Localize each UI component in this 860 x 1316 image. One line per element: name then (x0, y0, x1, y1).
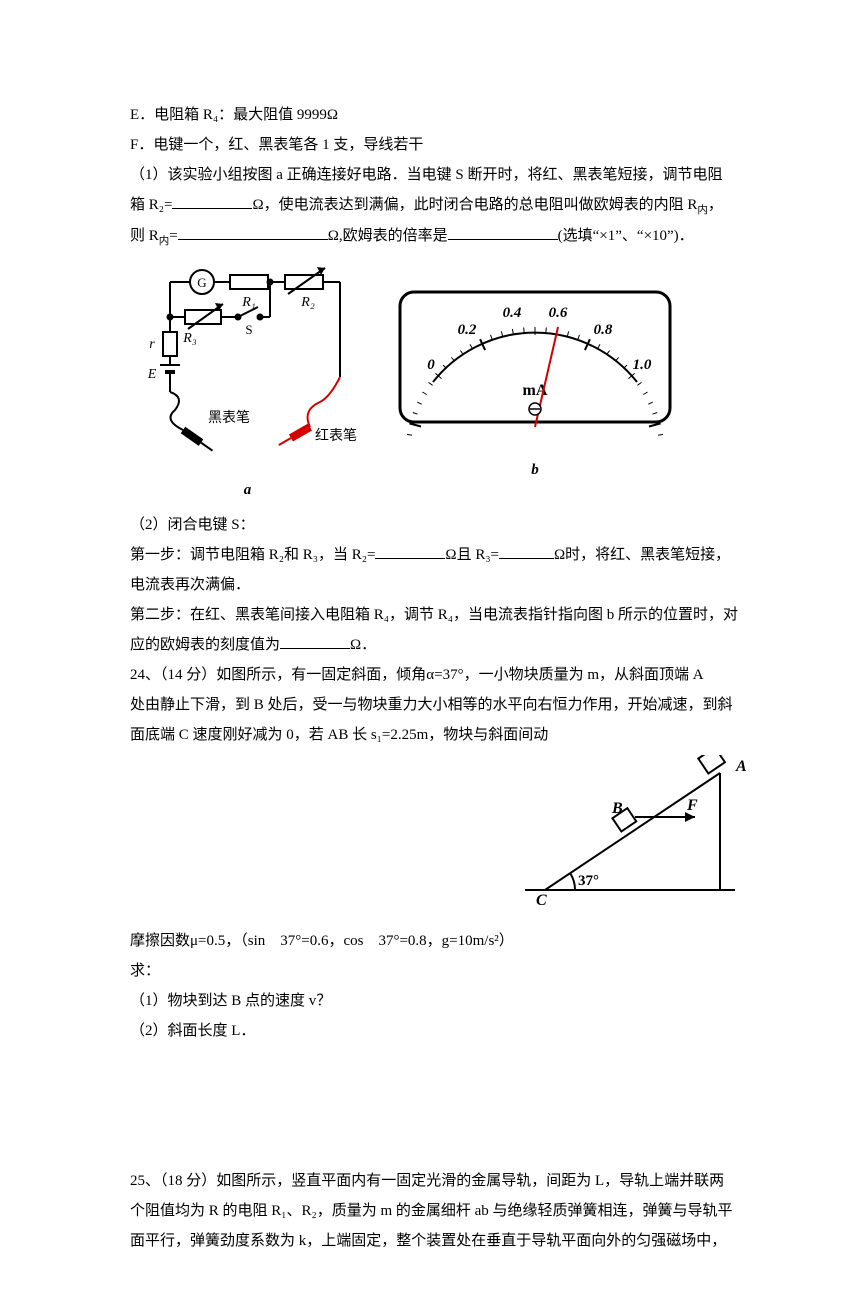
q24-l1: 24、（14 分）如图所示，有一固定斜面，倾角α=37°，一小物块质量为 m，从… (130, 660, 750, 690)
q2-step2a: 第二步：在红、黑表笔间接入电阻箱 R₄，调节 R₄，当电流表指针指向图 b 所示… (130, 600, 750, 630)
svg-text:F: F (686, 797, 698, 814)
circuit-figure-a: G R₁ R₂ R₃ (130, 262, 365, 505)
circuit-svg: G R₁ R₂ R₃ (130, 262, 365, 462)
svg-text:0.6: 0.6 (549, 305, 568, 321)
text: (选填“×1”、“×10”)． (558, 228, 694, 244)
q25-l2: 个阻值均为 R 的电阻 R₁、R₂，质量为 m 的金属细杆 ab 与绝缘轻质弹簧… (130, 1196, 750, 1226)
text: 箱 R₂= (130, 197, 172, 213)
blank-rnei[interactable] (178, 222, 328, 240)
text: Ω． (350, 637, 376, 653)
q24-l3: 面底端 C 速度刚好减为 0，若 AB 长 s₁=2.25m，物块与斜面间动 (130, 720, 750, 750)
q24-l5: 求： (130, 956, 750, 986)
svg-text:37°: 37° (578, 873, 599, 889)
meter-figure-b: 0 0.2 0.4 0.6 0.8 1.0 mA b (395, 287, 675, 485)
svg-text:G: G (197, 275, 206, 290)
figure-row: G R₁ R₂ R₃ (130, 262, 750, 505)
svg-text:0.8: 0.8 (594, 322, 613, 338)
svg-text:0.4: 0.4 (503, 305, 522, 321)
svg-text:红表笔: 红表笔 (315, 428, 357, 444)
svg-text:R₃: R₃ (182, 331, 197, 346)
svg-text:S: S (245, 322, 252, 337)
circuit-caption: a (130, 475, 365, 505)
q24-l6: （1）物块到达 B 点的速度 v？ (130, 986, 750, 1016)
sub-nei: 内 (697, 205, 708, 216)
svg-text:A: A (735, 758, 747, 775)
svg-text:1.0: 1.0 (633, 357, 652, 373)
text: Ω且 R₃= (445, 547, 499, 563)
spacer (130, 1046, 750, 1166)
svg-text:0: 0 (427, 357, 435, 373)
item-e: E．电阻箱 R₄：最大阻值 9999Ω (130, 100, 750, 130)
q1-line-c: 则 R内= Ω,欧姆表的倍率是 (选填“×1”、“×10”)． (130, 221, 750, 252)
sub-nei: 内 (159, 236, 170, 247)
text: Ω，使电流表达到满偏，此时闭合电路的总电阻叫做欧姆表的内阻 R (252, 197, 697, 213)
svg-text:黑表笔: 黑表笔 (208, 410, 250, 426)
text: 第一步：调节电阻箱 R₂和 R₃，当 R₂= (130, 547, 375, 563)
blank-r2b[interactable] (375, 541, 445, 559)
incline-svg: A B F C 37° (520, 755, 750, 905)
incline-figure: A B F C 37° (520, 755, 750, 916)
q1-line-a: （1）该实验小组按图 a 正确连接好电路．当电键 S 断开时，将红、黑表笔短接，… (130, 160, 750, 190)
meter-svg: 0 0.2 0.4 0.6 0.8 1.0 mA (395, 287, 675, 442)
svg-text:B: B (611, 800, 623, 817)
q2-step1a: 第一步：调节电阻箱 R₂和 R₃，当 R₂= Ω且 R₃= Ω时，将红、黑表笔短接， (130, 540, 750, 570)
q1-line-b: 箱 R₂= Ω，使电流表达到满偏，此时闭合电路的总电阻叫做欧姆表的内阻 R内， (130, 190, 750, 221)
svg-text:0.2: 0.2 (458, 322, 477, 338)
text: 应的欧姆表的刻度值为 (130, 637, 280, 653)
blank-r3[interactable] (499, 541, 554, 559)
blank-multiplier[interactable] (448, 222, 558, 240)
svg-text:C: C (536, 892, 547, 905)
svg-text:R₁: R₁ (241, 295, 255, 310)
blank-r2[interactable] (172, 191, 252, 209)
text: Ω,欧姆表的倍率是 (328, 228, 448, 244)
q25-l3: 面平行，弹簧劲度系数为 k，上端固定，整个装置处在垂直于导轨平面向外的匀强磁场中… (130, 1226, 750, 1256)
q25-l1: 25、（18 分）如图所示，竖直平面内有一固定光滑的金属导轨，间距为 L，导轨上… (130, 1166, 750, 1196)
q2-step2b: 应的欧姆表的刻度值为 Ω． (130, 630, 750, 660)
text: ， (708, 197, 723, 213)
text: = (169, 228, 177, 244)
svg-text:R₂: R₂ (300, 295, 315, 310)
svg-text:r: r (149, 337, 155, 352)
svg-text:E: E (147, 367, 157, 382)
meter-caption: b (395, 455, 675, 485)
text: Ω时，将红、黑表笔短接， (554, 547, 730, 563)
q24-l2: 处由静止下滑，到 B 处后，受一与物块重力大小相等的水平向右恒力作用，开始减速，… (130, 690, 750, 720)
blank-ohm[interactable] (280, 631, 350, 649)
q24: 24、（14 分）如图所示，有一固定斜面，倾角α=37°，一小物块质量为 m，从… (130, 660, 750, 1046)
q2-head: （2）闭合电键 S： (130, 510, 750, 540)
q2-step1b: 电流表再次满偏． (130, 570, 750, 600)
q24-l7: （2）斜面长度 L． (130, 1016, 750, 1046)
text: 则 R (130, 228, 159, 244)
item-f: F．电键一个，红、黑表笔各 1 支，导线若干 (130, 130, 750, 160)
